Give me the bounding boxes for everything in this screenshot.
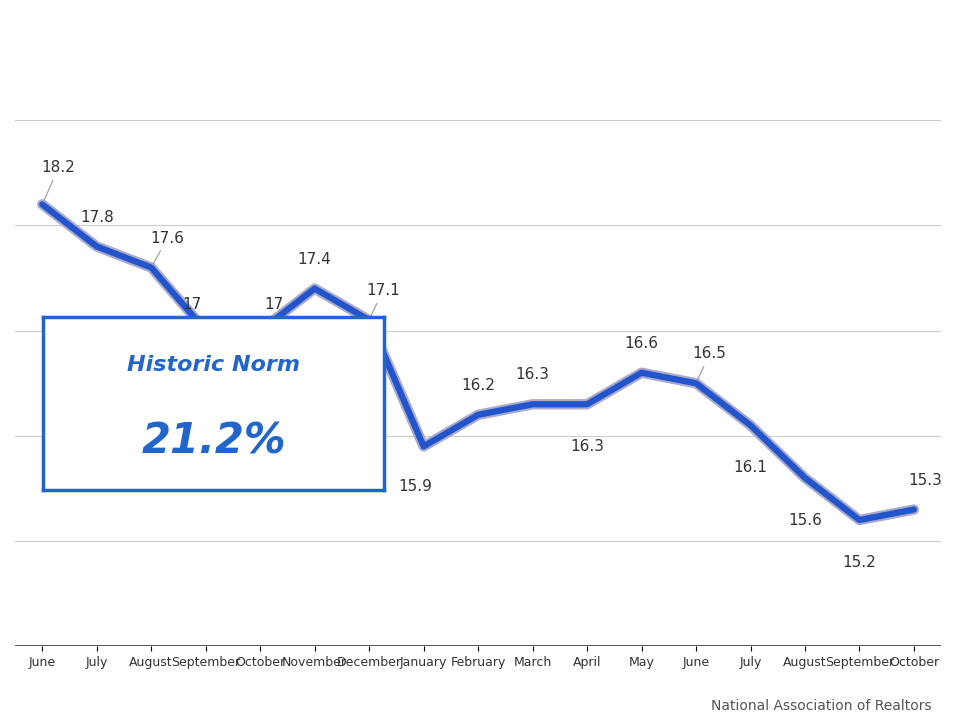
Text: 15.2: 15.2 bbox=[843, 554, 876, 570]
Text: 17.8: 17.8 bbox=[80, 210, 113, 225]
Text: Historic Norm: Historic Norm bbox=[127, 355, 300, 375]
Text: 16.2: 16.2 bbox=[461, 378, 495, 393]
Text: 16.1: 16.1 bbox=[733, 460, 767, 475]
Text: Payment as a
% of Income: Payment as a % of Income bbox=[536, 133, 808, 212]
Text: 16.6: 16.6 bbox=[625, 336, 659, 351]
Text: National Association of Realtors: National Association of Realtors bbox=[710, 699, 931, 713]
Text: 16.3: 16.3 bbox=[516, 367, 549, 382]
Text: 17.1: 17.1 bbox=[366, 283, 399, 318]
Text: 15.6: 15.6 bbox=[788, 513, 822, 528]
Text: 21.2%: 21.2% bbox=[141, 420, 286, 462]
Text: 17: 17 bbox=[261, 297, 283, 328]
Text: 17.4: 17.4 bbox=[298, 251, 331, 266]
Text: 15.9: 15.9 bbox=[398, 479, 432, 494]
Text: 18.2: 18.2 bbox=[41, 160, 76, 202]
Text: 15.3: 15.3 bbox=[908, 472, 942, 487]
Text: 16.3: 16.3 bbox=[570, 439, 604, 454]
Text: 16.5: 16.5 bbox=[693, 346, 727, 381]
Text: 17: 17 bbox=[182, 297, 204, 328]
Text: 17.6: 17.6 bbox=[151, 230, 184, 265]
